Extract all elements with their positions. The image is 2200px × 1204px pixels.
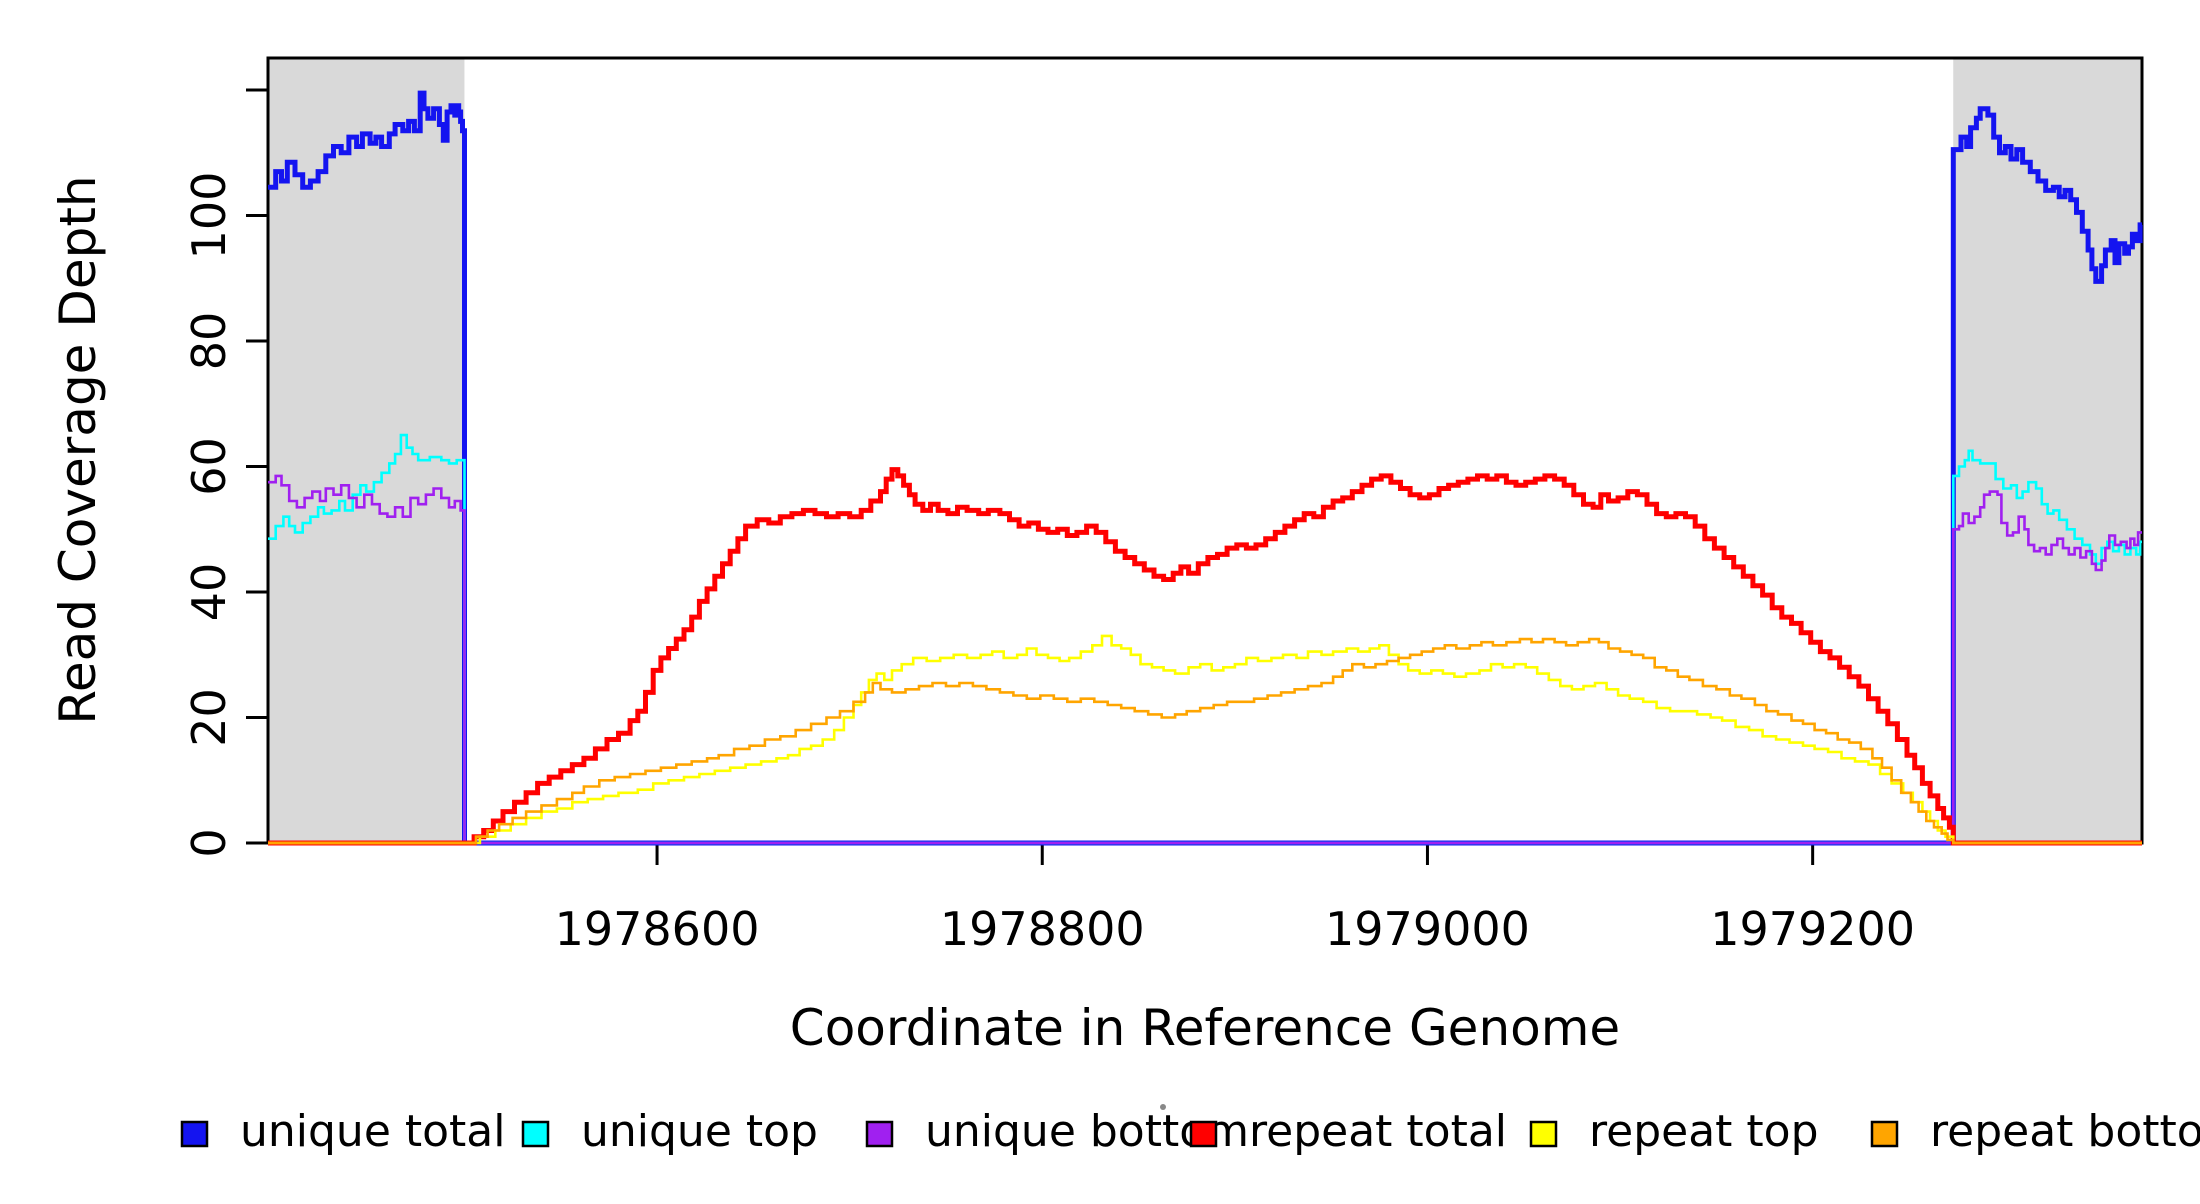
y-tick-label: 60	[182, 437, 236, 496]
series-repeat-total	[268, 467, 2142, 846]
y-tick-label: 20	[182, 688, 236, 747]
y-tick-label: 40	[182, 563, 236, 622]
legend-label: repeat bottom	[1930, 1106, 2200, 1157]
legend-label: repeat top	[1589, 1106, 1819, 1157]
series-layer	[268, 90, 2143, 846]
legend-item-unique-total: unique total	[180, 1106, 505, 1157]
x-tick-label: 1978800	[940, 902, 1145, 956]
y-axis-title: Read Coverage Depth	[49, 175, 107, 724]
legend-swatch-repeat-bottom	[1870, 1120, 1899, 1148]
legend-item-repeat-bottom: repeat bottom	[1870, 1106, 2200, 1157]
legend-swatch-unique-bottom	[865, 1120, 894, 1148]
x-tick-label: 1979200	[1710, 902, 1915, 956]
legend-swatch-repeat-total	[1189, 1120, 1218, 1148]
y-tick-label: 80	[182, 312, 236, 371]
y-tick-label: 0	[182, 828, 236, 857]
legend-label: repeat total	[1249, 1106, 1507, 1157]
x-axis-title: Coordinate in Reference Genome	[790, 999, 1620, 1057]
legend-item-repeat-top: repeat top	[1529, 1106, 1819, 1157]
x-tick-label: 1978600	[555, 902, 760, 956]
series-repeat-bottom	[268, 637, 2142, 845]
plot-border	[266, 56, 2144, 845]
legend-label: unique top	[581, 1106, 818, 1157]
repeat-region-shade-right	[1953, 58, 2142, 843]
x-tick-label: 1979000	[1325, 902, 1530, 956]
stray-mark	[1160, 1104, 1166, 1110]
legend-item-repeat-total: repeat total	[1189, 1106, 1507, 1157]
legend-swatch-unique-total	[180, 1120, 209, 1148]
legend-label: unique total	[240, 1106, 505, 1157]
series-unique-total	[268, 90, 2143, 846]
axes-layer: 1978600 1978800 1979000 1979200 0 20 40 60 80 100	[182, 56, 2144, 956]
legend: unique total unique top unique bottom repea…	[180, 1106, 2200, 1157]
series-repeat-top	[268, 634, 2142, 845]
legend-item-unique-top: unique top	[521, 1106, 818, 1157]
y-tick-label: 100	[182, 172, 236, 260]
legend-swatch-unique-top	[521, 1120, 550, 1148]
legend-swatch-repeat-top	[1529, 1120, 1558, 1148]
repeat-region-shades	[268, 58, 2142, 843]
series-unique-bottom	[268, 474, 2142, 845]
